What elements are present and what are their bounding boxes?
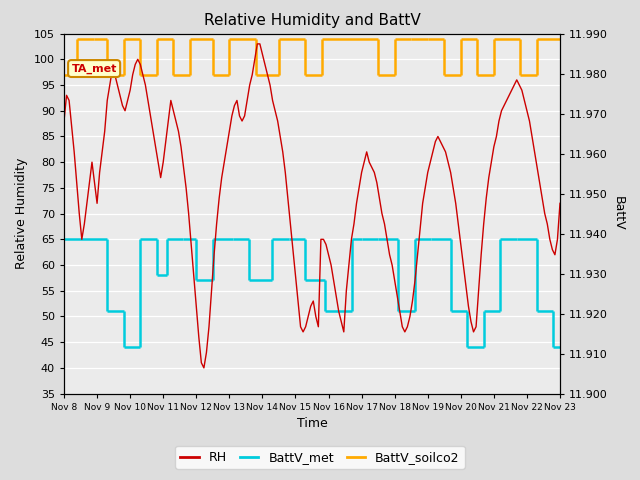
- Y-axis label: Relative Humidity: Relative Humidity: [15, 158, 28, 269]
- Title: Relative Humidity and BattV: Relative Humidity and BattV: [204, 13, 420, 28]
- Y-axis label: BattV: BattV: [612, 196, 625, 231]
- Legend: RH, BattV_met, BattV_soilco2: RH, BattV_met, BattV_soilco2: [175, 446, 465, 469]
- Text: TA_met: TA_met: [72, 63, 117, 73]
- X-axis label: Time: Time: [296, 417, 328, 430]
